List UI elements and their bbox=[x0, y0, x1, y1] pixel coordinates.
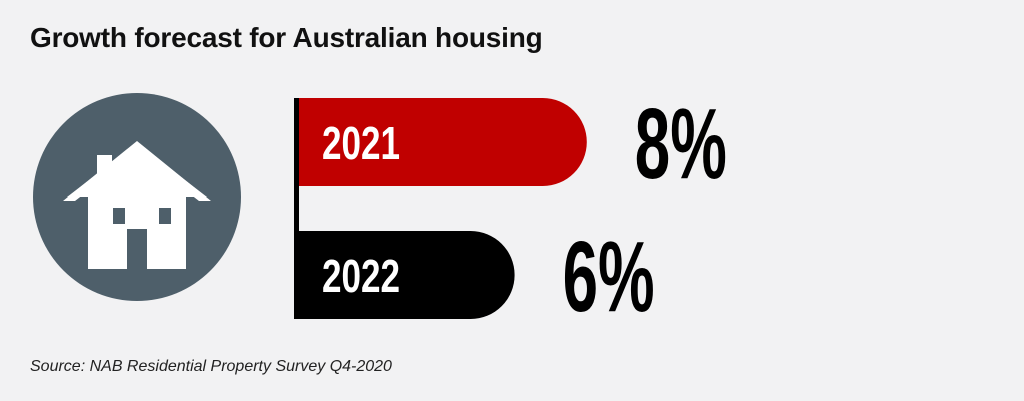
bar-value-label: 6% bbox=[563, 221, 655, 333]
bar-category-label: 2022 bbox=[322, 250, 400, 302]
house-icon bbox=[33, 93, 241, 301]
y-axis-line bbox=[294, 98, 299, 319]
source-note: Source: NAB Residential Property Survey … bbox=[30, 358, 392, 375]
bar-2022 bbox=[298, 231, 515, 319]
house-icon-graphic bbox=[33, 93, 241, 301]
bar-value-label: 8% bbox=[635, 88, 727, 200]
chart-title: Growth forecast for Australian housing bbox=[30, 22, 543, 53]
bar-2021 bbox=[298, 98, 587, 186]
bar-category-label: 2021 bbox=[322, 117, 400, 169]
